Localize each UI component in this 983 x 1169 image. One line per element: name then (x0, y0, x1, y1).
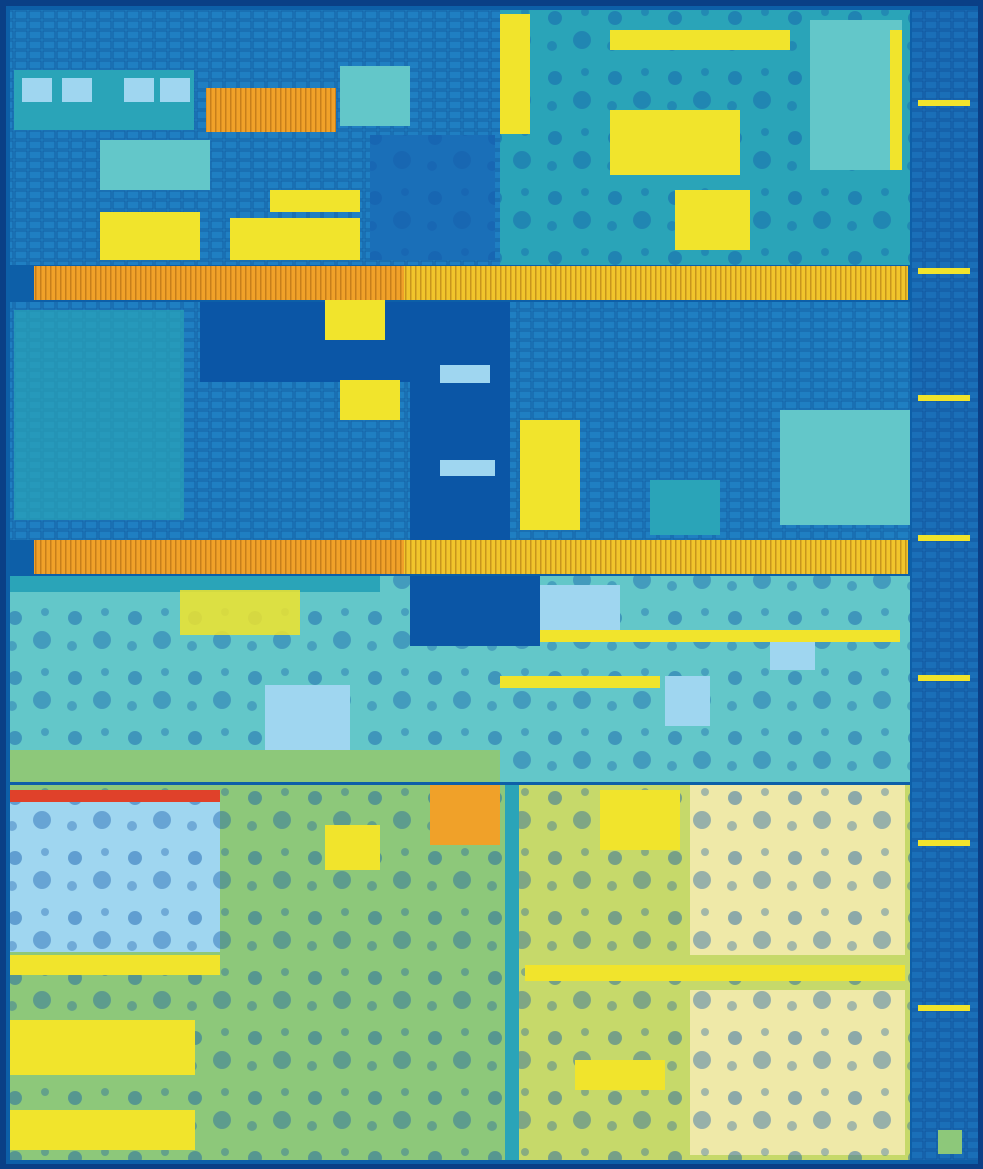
middle-center-col (410, 302, 510, 540)
cache-right-bank-1-texture (690, 785, 905, 955)
orange-bus-upper-texture (34, 266, 908, 300)
top-right-yellow-strip (610, 30, 790, 50)
io-stripe-7 (918, 1005, 970, 1011)
cache-left-yellow-2 (10, 1020, 195, 1075)
cache-left-yellow-4 (325, 825, 380, 870)
graphics-light-block-3 (665, 676, 710, 726)
middle-yellow-1 (325, 300, 385, 340)
top-right-yellow-col (500, 14, 530, 134)
top-yellow-block-1 (100, 212, 200, 260)
top-right-yellow-block-1 (610, 110, 740, 175)
top-left-cell-2 (62, 78, 92, 102)
top-yellow-block-2 (230, 218, 360, 260)
graphics-yellow-strip-2 (500, 676, 660, 688)
cache-divider (505, 785, 519, 1160)
middle-left-block (14, 310, 184, 520)
top-mid-texture (370, 135, 495, 260)
middle-center-cell-1 (440, 365, 490, 383)
io-stripe-4 (918, 535, 970, 541)
top-aqua-block (100, 140, 210, 190)
top-left-cell-3 (124, 78, 154, 102)
middle-yellow-3 (520, 420, 580, 530)
graphics-dark-block (410, 576, 540, 646)
io-stripe-2 (918, 268, 970, 274)
middle-yellow-2 (340, 380, 400, 420)
top-left-cell-1 (22, 78, 52, 102)
corner-pad (938, 1130, 962, 1154)
io-stripe-6 (918, 840, 970, 846)
top-right-yellow-edge (890, 30, 902, 170)
graphics-light-block-1 (265, 685, 350, 750)
cache-left-bank-texture (10, 802, 220, 952)
cache-left-yellow-3 (10, 1110, 195, 1150)
right-io-texture (912, 10, 978, 1160)
middle-right-block (780, 410, 910, 525)
graphics-bottom-strip (10, 750, 500, 782)
io-stripe-1 (918, 100, 970, 106)
io-stripe-5 (918, 675, 970, 681)
cache-left-red-strip (10, 790, 220, 802)
cache-left-yellow-1 (10, 955, 220, 975)
cache-right-yellow-1 (600, 790, 680, 850)
graphics-light-block-2 (540, 585, 620, 635)
io-stripe-3 (918, 395, 970, 401)
cache-right-yellow-2 (575, 1060, 665, 1090)
middle-teal-block (650, 480, 720, 535)
top-right-aqua-block (810, 20, 902, 170)
orange-bus-lower-texture (34, 540, 908, 574)
cache-left-orange (430, 785, 500, 845)
top-right-yellow-block-2 (675, 190, 750, 250)
top-aqua-block-2 (340, 66, 410, 126)
top-left-cell-4 (160, 78, 190, 102)
top-orange-texture (206, 88, 336, 132)
graphics-top-strip (10, 576, 380, 592)
cache-right-yellow-strip (525, 965, 905, 981)
graphics-yellow-1 (180, 590, 300, 635)
top-yellow-block-3 (270, 190, 360, 212)
cache-right-bank-2-texture (690, 990, 905, 1155)
graphics-yellow-strip (540, 630, 900, 642)
middle-center-cell-2 (440, 460, 495, 476)
